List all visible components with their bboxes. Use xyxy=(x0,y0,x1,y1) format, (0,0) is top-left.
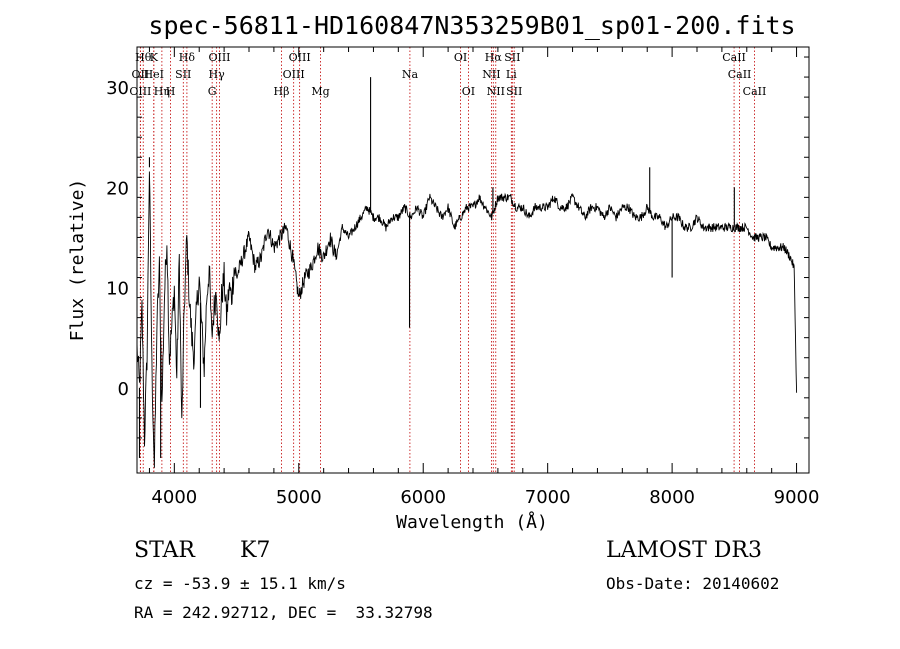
line-label: NII xyxy=(487,85,505,98)
line-label: SII xyxy=(504,51,520,64)
line-label: Hθ xyxy=(135,51,152,64)
coordinates-text: RA = 242.92712, DEC = 33.32798 xyxy=(134,603,433,622)
spectrum-layer xyxy=(136,77,798,468)
line-label: K xyxy=(150,51,159,64)
line-label: OIII xyxy=(208,51,230,64)
line-marker-layer xyxy=(139,47,755,473)
line-label: OIII xyxy=(283,68,305,81)
spectrum-line xyxy=(136,171,798,468)
subclass-label: K7 xyxy=(240,538,271,563)
line-label: CaII xyxy=(722,51,746,64)
line-label: CaII xyxy=(743,85,767,98)
line-label: OIII xyxy=(289,51,311,64)
survey-label: LAMOST DR3 xyxy=(606,538,762,563)
y-tick-label: 0 xyxy=(118,379,129,400)
x-tick-label: 4000 xyxy=(151,487,197,508)
y-tick-label: 30 xyxy=(106,78,129,99)
line-label-layer: Hθ OII OIII K HeI HηH Hδ SII OIII Hγ G OIII OIII Hβ Mg… xyxy=(129,51,766,98)
line-label: OII xyxy=(132,68,150,81)
x-tick-label: 7000 xyxy=(525,487,571,508)
line-label: G xyxy=(208,85,217,98)
line-label: Hδ xyxy=(179,51,196,64)
y-axis-label: Flux (relative) xyxy=(67,179,88,342)
y-tick-label: 20 xyxy=(106,178,129,199)
y-tick-label: 10 xyxy=(106,279,129,300)
line-label: Mg xyxy=(311,85,329,98)
line-label: SII xyxy=(506,85,522,98)
redshift-text: cz = -53.9 ± 15.1 km/s xyxy=(134,574,346,593)
chart-title: spec-56811-HD160847N353259B01_sp01-200.f… xyxy=(148,11,795,40)
line-label: NII xyxy=(482,68,500,81)
line-label: Hα xyxy=(485,51,503,64)
line-label: OI xyxy=(454,51,467,64)
class-label: STAR xyxy=(134,538,195,563)
line-label: H xyxy=(166,85,176,98)
x-tick-label: 9000 xyxy=(774,487,820,508)
line-label: Hγ xyxy=(209,68,226,81)
x-axis-label: Wavelength (Å) xyxy=(396,511,548,533)
axis-layer: 4000 5000 6000 7000 8000 9000 0 10 20 30 xyxy=(106,47,819,508)
line-label: OI xyxy=(462,85,475,98)
x-tick-label: 5000 xyxy=(276,487,322,508)
line-label: CaII xyxy=(728,68,752,81)
line-label: SII xyxy=(175,68,191,81)
line-label: HeI xyxy=(144,68,164,81)
line-label: Li xyxy=(506,68,517,81)
x-tick-label: 6000 xyxy=(400,487,446,508)
obs-date-text: Obs-Date: 20140602 xyxy=(606,574,780,593)
line-label: Na xyxy=(402,68,419,81)
plot-frame xyxy=(136,46,810,474)
x-tick-label: 8000 xyxy=(649,487,695,508)
line-label: Hη xyxy=(154,85,170,98)
line-label: OIII xyxy=(129,85,151,98)
line-label: Hβ xyxy=(274,85,290,98)
